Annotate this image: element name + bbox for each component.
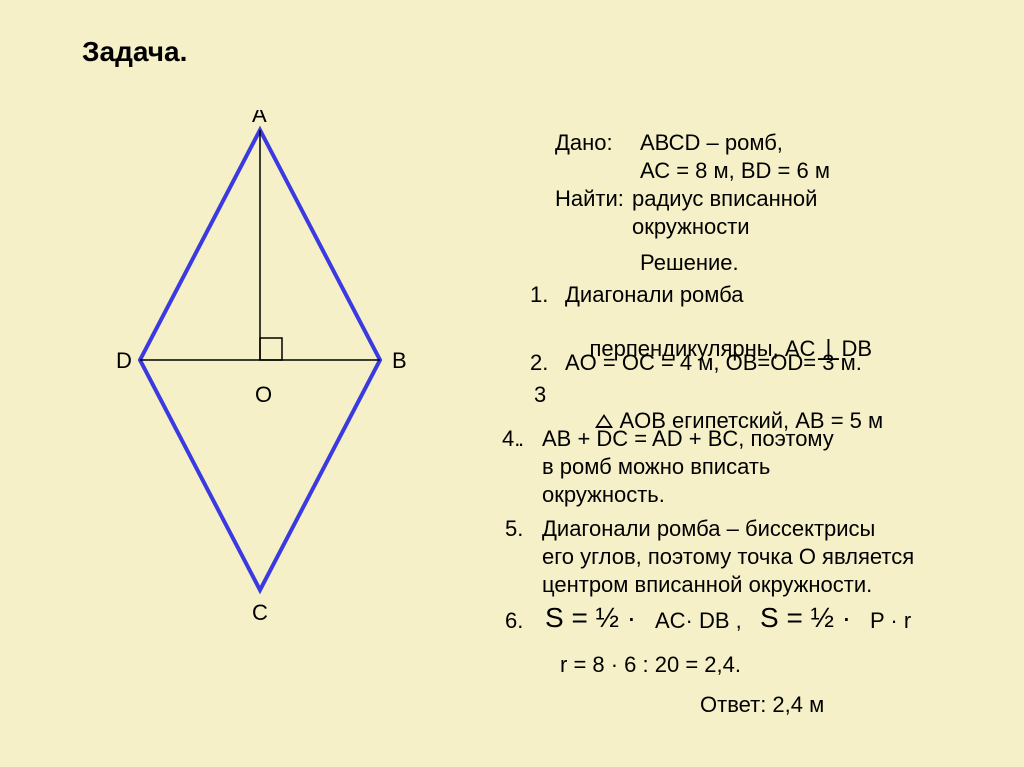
step2-num: 2. [530,350,548,376]
step5-line2: его углов, поэтому точка О является [542,544,914,570]
find-label: Найти: [555,186,624,212]
given-line2: АС = 8 м, ВD = 6 м [640,158,830,184]
rhombus-diagram: A B C D O [80,110,450,645]
step5-line3: центром вписанной окружности. [542,572,872,598]
label-B: B [392,348,407,373]
solution-label: Решение. [640,250,739,276]
step6-Sa: S = ½ · [545,602,636,634]
given-line1: АВСD – ромб, [640,130,783,156]
label-D: D [116,348,132,373]
label-C: C [252,600,268,625]
calc-line: r = 8 · 6 : 20 = 2,4. [560,652,741,678]
find-line1: радиус вписанной [632,186,817,212]
step4-dot: . [518,426,524,452]
step6-b: AC· DB , [655,608,742,634]
label-O: O [255,382,272,407]
given-label: Дано: [555,130,613,156]
step3-num: 3 [534,382,546,408]
step5-line1: Диагонали ромба – биссектрисы [542,516,875,542]
step4-line1: AB + DC = AD + BC, поэтому [542,426,834,452]
label-A: A [252,110,267,127]
answer-line: Ответ: 2,4 м [700,692,824,718]
step4-line2: в ромб можно вписать [542,454,770,480]
step1-num: 1. [530,282,548,308]
step1-line2: перпендикулярны, AC⊥DB [565,310,872,388]
step6-num: 6. [505,608,523,634]
step1-line1: Диагонали ромба [565,282,744,308]
step6-Sc: S = ½ · [760,602,851,634]
right-angle-marker [260,338,282,360]
step5-num: 5. [505,516,523,542]
step6-d: P · r [870,608,911,634]
step4-line3: окружность. [542,482,665,508]
problem-title: Задача. [82,36,187,68]
find-line2: окружности [632,214,750,240]
step2-text: AO = OC = 4 м, OB=OD= 3 м. [565,350,862,376]
